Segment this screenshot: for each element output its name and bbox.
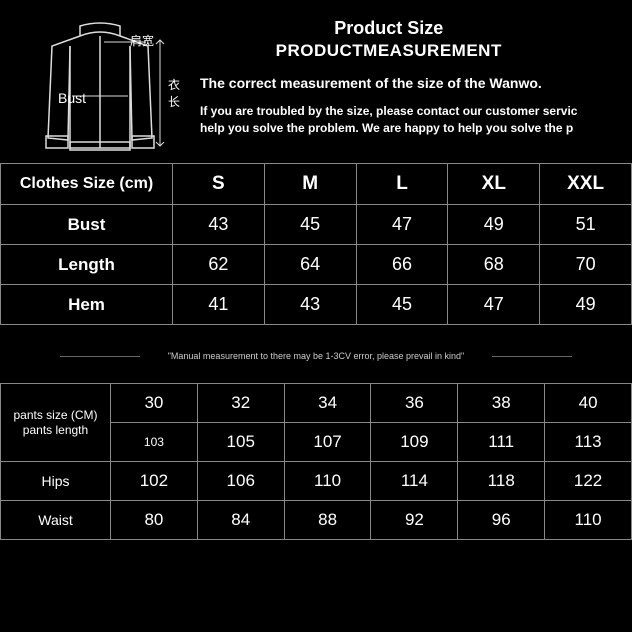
cell: 43 [173,205,265,245]
header-section: 肩宽 衣长 Bust Product Size PRODUCTMEASUREME… [0,0,632,163]
cell: 96 [458,501,545,540]
row-label: Hem [1,285,173,325]
size-col: M [264,164,356,205]
cell: 103 [111,423,198,462]
cell: 45 [356,285,448,325]
cell: 49 [448,205,540,245]
size-col: 34 [284,384,371,423]
cell: 51 [540,205,632,245]
cell: 64 [264,245,356,285]
size-col: 32 [197,384,284,423]
description-line-1: If you are troubled by the size, please … [200,103,577,120]
size-col: XXL [540,164,632,205]
size-col: 36 [371,384,458,423]
cell: 92 [371,501,458,540]
size-col: L [356,164,448,205]
table-header-row: pants size (CM) pants length 30 32 34 36… [1,384,632,423]
cell: 113 [545,423,632,462]
table-row: Waist 80 84 88 92 96 110 [1,501,632,540]
cell: 43 [264,285,356,325]
row-label: Bust [1,205,173,245]
cell: 109 [371,423,458,462]
title-secondary: PRODUCTMEASUREMENT [200,41,577,61]
size-col: 38 [458,384,545,423]
title-primary: Product Size [200,18,577,39]
cell: 62 [173,245,265,285]
row-label: Waist [1,501,111,540]
table-header-row: Clothes Size (cm) S M L XL XXL [1,164,632,205]
cell: 114 [371,462,458,501]
cell: 102 [111,462,198,501]
row-label: Length [1,245,173,285]
size-col: 30 [111,384,198,423]
clothes-size-table: Clothes Size (cm) S M L XL XXL Bust 43 4… [0,163,632,325]
cell: 47 [356,205,448,245]
cell: 49 [540,285,632,325]
jacket-icon [10,18,190,158]
shoulder-label: 肩宽 [130,32,154,49]
cell: 111 [458,423,545,462]
size-col: S [173,164,265,205]
description-line-2: help you solve the problem. We are happy… [200,120,577,137]
cell: 70 [540,245,632,285]
measurement-note: "Manual measurement to there may be 1-3C… [0,351,632,361]
table-row: Hips 102 106 110 114 118 122 [1,462,632,501]
cell: 118 [458,462,545,501]
cell: 105 [197,423,284,462]
table-row: Bust 43 45 47 49 51 [1,205,632,245]
cell: 68 [448,245,540,285]
table-header-label: Clothes Size (cm) [1,164,173,205]
table-row: Hem 41 43 45 47 49 [1,285,632,325]
pants-size-table: pants size (CM) pants length 30 32 34 36… [0,383,632,540]
cell: 41 [173,285,265,325]
cell: 88 [284,501,371,540]
cell: 47 [448,285,540,325]
cell: 45 [264,205,356,245]
cell: 84 [197,501,284,540]
cell: 107 [284,423,371,462]
subtitle: The correct measurement of the size of t… [200,75,577,91]
table-row: Length 62 64 66 68 70 [1,245,632,285]
cell: 66 [356,245,448,285]
clothes-size-table-wrap: Clothes Size (cm) S M L XL XXL Bust 43 4… [0,163,632,325]
length-label: 衣长 [168,76,190,110]
jacket-diagram: 肩宽 衣长 Bust [10,18,190,163]
pants-size-table-wrap: pants size (CM) pants length 30 32 34 36… [0,383,632,540]
size-col: XL [448,164,540,205]
cell: 106 [197,462,284,501]
header-text: Product Size PRODUCTMEASUREMENT The corr… [190,18,577,163]
cell: 80 [111,501,198,540]
row-label: Hips [1,462,111,501]
cell: 122 [545,462,632,501]
bust-label: Bust [58,90,86,106]
size-col: 40 [545,384,632,423]
cell: 110 [284,462,371,501]
table-header-label: pants size (CM) pants length [1,384,111,462]
cell: 110 [545,501,632,540]
